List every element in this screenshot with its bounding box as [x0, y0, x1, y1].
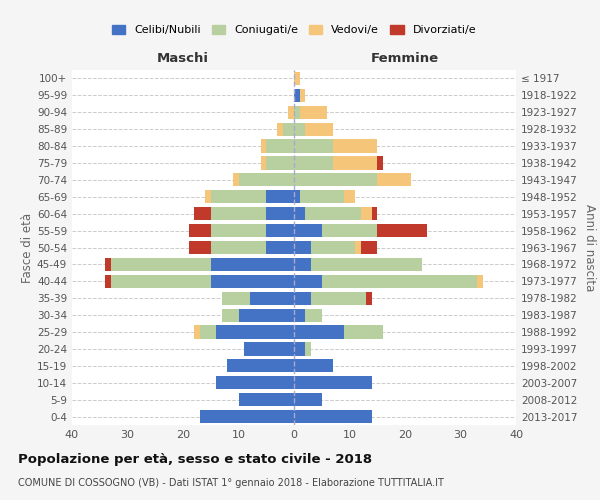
Bar: [294, 410, 372, 423]
Bar: [227, 359, 294, 372]
Bar: [377, 224, 427, 237]
Bar: [222, 308, 239, 322]
Bar: [299, 89, 305, 102]
Bar: [294, 207, 305, 220]
Bar: [188, 241, 211, 254]
Y-axis label: Fasce di età: Fasce di età: [21, 212, 34, 282]
Bar: [233, 174, 239, 186]
Bar: [294, 122, 305, 136]
Bar: [266, 140, 294, 152]
Bar: [311, 292, 366, 305]
Bar: [366, 292, 372, 305]
Bar: [294, 140, 333, 152]
Bar: [111, 274, 211, 288]
Bar: [294, 342, 305, 355]
Bar: [294, 106, 299, 119]
Bar: [377, 156, 383, 170]
Bar: [344, 190, 355, 203]
Bar: [294, 393, 322, 406]
Bar: [194, 207, 211, 220]
Bar: [372, 207, 377, 220]
Bar: [294, 308, 305, 322]
Bar: [294, 258, 311, 271]
Bar: [239, 174, 294, 186]
Legend: Celibi/Nubili, Coniugati/e, Vedovi/e, Divorziati/e: Celibi/Nubili, Coniugati/e, Vedovi/e, Di…: [107, 20, 481, 40]
Bar: [294, 326, 344, 338]
Bar: [205, 190, 211, 203]
Bar: [311, 258, 422, 271]
Bar: [299, 106, 328, 119]
Bar: [211, 258, 294, 271]
Bar: [277, 122, 283, 136]
Bar: [266, 224, 294, 237]
Bar: [211, 224, 266, 237]
Bar: [294, 224, 322, 237]
Bar: [266, 190, 294, 203]
Bar: [222, 292, 250, 305]
Bar: [305, 308, 322, 322]
Bar: [289, 106, 294, 119]
Text: Popolazione per età, sesso e stato civile - 2018: Popolazione per età, sesso e stato civil…: [18, 452, 372, 466]
Bar: [216, 326, 294, 338]
Bar: [322, 224, 377, 237]
Bar: [294, 89, 299, 102]
Bar: [211, 207, 266, 220]
Bar: [294, 376, 372, 390]
Bar: [260, 156, 266, 170]
Bar: [266, 207, 294, 220]
Bar: [194, 326, 200, 338]
Bar: [344, 326, 383, 338]
Bar: [294, 274, 322, 288]
Bar: [322, 274, 477, 288]
Bar: [294, 241, 311, 254]
Bar: [111, 258, 211, 271]
Bar: [361, 241, 377, 254]
Bar: [305, 122, 333, 136]
Text: COMUNE DI COSSOGNO (VB) - Dati ISTAT 1° gennaio 2018 - Elaborazione TUTTITALIA.I: COMUNE DI COSSOGNO (VB) - Dati ISTAT 1° …: [18, 478, 444, 488]
Bar: [105, 274, 111, 288]
Text: Femmine: Femmine: [371, 52, 439, 65]
Bar: [305, 207, 361, 220]
Bar: [333, 140, 377, 152]
Bar: [211, 274, 294, 288]
Text: Maschi: Maschi: [157, 52, 209, 65]
Bar: [361, 207, 372, 220]
Bar: [250, 292, 294, 305]
Bar: [477, 274, 483, 288]
Bar: [294, 72, 299, 85]
Bar: [377, 174, 410, 186]
Y-axis label: Anni di nascita: Anni di nascita: [583, 204, 596, 291]
Bar: [200, 326, 216, 338]
Bar: [211, 241, 266, 254]
Bar: [294, 174, 377, 186]
Bar: [216, 376, 294, 390]
Bar: [311, 241, 355, 254]
Bar: [211, 190, 266, 203]
Bar: [333, 156, 377, 170]
Bar: [299, 190, 344, 203]
Bar: [266, 241, 294, 254]
Bar: [239, 393, 294, 406]
Bar: [105, 258, 111, 271]
Bar: [294, 292, 311, 305]
Bar: [260, 140, 266, 152]
Bar: [305, 342, 311, 355]
Bar: [239, 308, 294, 322]
Bar: [294, 190, 299, 203]
Bar: [294, 359, 333, 372]
Bar: [188, 224, 211, 237]
Bar: [200, 410, 294, 423]
Bar: [266, 156, 294, 170]
Bar: [355, 241, 361, 254]
Bar: [244, 342, 294, 355]
Bar: [283, 122, 294, 136]
Bar: [294, 156, 333, 170]
